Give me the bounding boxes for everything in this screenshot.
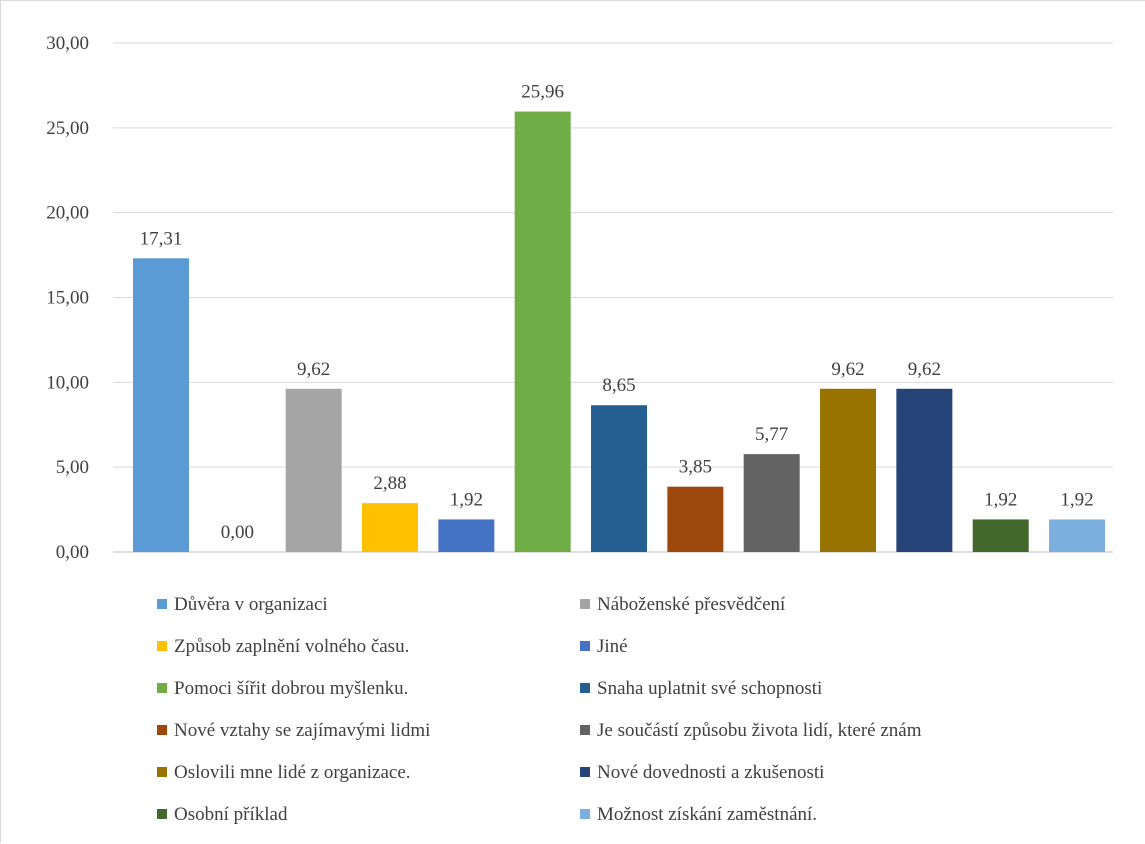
legend-swatch	[580, 641, 590, 651]
data-label: 25,96	[521, 82, 564, 103]
legend-label: Nové vztahy se zajímavými lidmi	[174, 720, 430, 741]
y-tick-label: 10,00	[46, 372, 89, 393]
data-label: 1,92	[1060, 489, 1093, 510]
legend-label: Snaha uplatnit své schopnosti	[597, 678, 822, 699]
y-tick-label: 15,00	[46, 288, 89, 309]
data-label: 9,62	[297, 359, 330, 380]
data-label: 1,92	[450, 489, 483, 510]
bar	[362, 503, 419, 552]
data-label: 9,62	[831, 359, 864, 380]
bar	[285, 388, 342, 552]
bar	[438, 519, 495, 552]
bar	[667, 486, 724, 552]
data-label: 1,92	[984, 489, 1017, 510]
data-label: 17,31	[140, 228, 183, 249]
legend-label: Osobní příklad	[174, 804, 288, 825]
legend-label: Oslovili mne lidé z organizace.	[174, 762, 411, 783]
legend-label: Pomoci šířit dobrou myšlenku.	[174, 678, 408, 699]
y-tick-label: 0,00	[56, 542, 89, 563]
y-tick-label: 5,00	[56, 457, 89, 478]
legend-label: Možnost získání zaměstnání.	[597, 804, 817, 825]
legend-label: Způsob zaplnění volného času.	[174, 636, 409, 657]
data-label: 5,77	[755, 424, 788, 445]
bar	[133, 258, 189, 552]
legend-label: Jiné	[597, 636, 628, 657]
legend-label: Je součástí způsobu života lidí, které z…	[597, 720, 922, 741]
legend-swatch	[580, 725, 590, 735]
legend-swatch	[157, 683, 167, 693]
y-tick-label: 20,00	[46, 203, 89, 224]
data-label: 9,62	[908, 359, 941, 380]
bar	[820, 388, 877, 552]
data-label: 2,88	[373, 473, 406, 494]
legend-label: Náboženské přesvědčení	[597, 594, 786, 615]
bar	[896, 388, 953, 552]
data-label: 0,00	[221, 522, 254, 543]
data-label: 3,85	[679, 457, 712, 478]
legend-swatch	[580, 599, 590, 609]
legend-swatch	[157, 809, 167, 819]
data-label: 8,65	[602, 375, 635, 396]
legend-swatch	[157, 641, 167, 651]
legend-swatch	[580, 767, 590, 777]
legend-swatch	[157, 767, 167, 777]
bar	[972, 519, 1029, 552]
bar	[591, 405, 648, 552]
legend-swatch	[157, 599, 167, 609]
legend-swatch	[157, 725, 167, 735]
bar	[743, 454, 800, 552]
bar	[514, 111, 571, 552]
legend-label: Nové dovednosti a zkušenosti	[597, 762, 824, 783]
legend-swatch	[580, 809, 590, 819]
y-tick-label: 25,00	[46, 118, 89, 139]
bar	[1049, 519, 1106, 552]
legend-swatch	[580, 683, 590, 693]
legend-label: Důvěra v organizaci	[174, 594, 328, 615]
y-tick-label: 30,00	[46, 33, 89, 54]
